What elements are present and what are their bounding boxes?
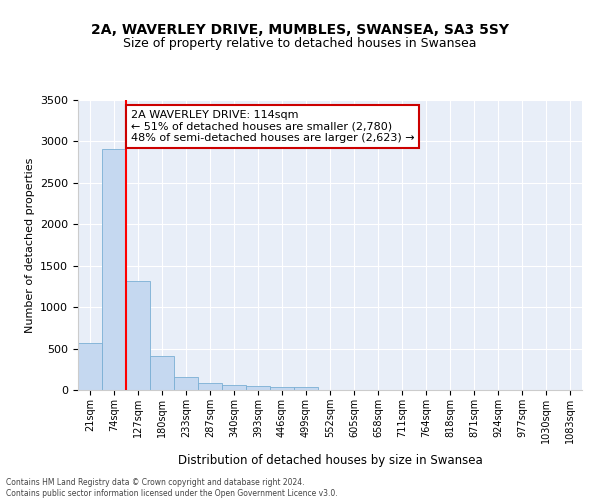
Bar bbox=[174, 377, 198, 390]
Bar bbox=[102, 149, 126, 390]
Bar bbox=[126, 280, 150, 390]
Bar bbox=[222, 385, 246, 390]
Text: Contains HM Land Registry data © Crown copyright and database right 2024.
Contai: Contains HM Land Registry data © Crown c… bbox=[6, 478, 338, 498]
Text: 2A, WAVERLEY DRIVE, MUMBLES, SWANSEA, SA3 5SY: 2A, WAVERLEY DRIVE, MUMBLES, SWANSEA, SA… bbox=[91, 22, 509, 36]
Bar bbox=[198, 384, 222, 390]
X-axis label: Distribution of detached houses by size in Swansea: Distribution of detached houses by size … bbox=[178, 454, 482, 467]
Y-axis label: Number of detached properties: Number of detached properties bbox=[25, 158, 35, 332]
Bar bbox=[294, 387, 318, 390]
Bar bbox=[150, 356, 174, 390]
Text: Size of property relative to detached houses in Swansea: Size of property relative to detached ho… bbox=[123, 38, 477, 51]
Bar bbox=[246, 386, 270, 390]
Bar bbox=[78, 343, 102, 390]
Bar bbox=[270, 386, 294, 390]
Text: 2A WAVERLEY DRIVE: 114sqm
← 51% of detached houses are smaller (2,780)
48% of se: 2A WAVERLEY DRIVE: 114sqm ← 51% of detac… bbox=[131, 110, 415, 143]
